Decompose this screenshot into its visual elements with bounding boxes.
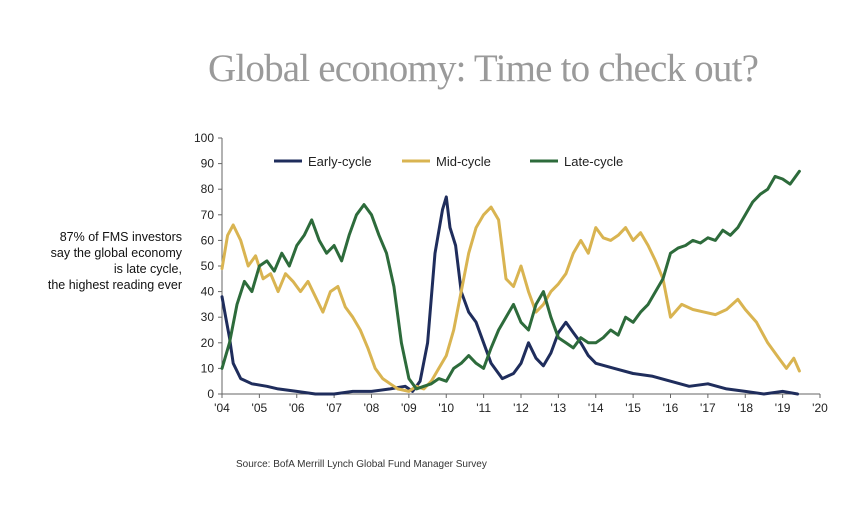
source-note: Source: BofA Merrill Lynch Global Fund M…	[236, 459, 487, 470]
chart-legend: Early-cycle Mid-cycle Late-cycle	[274, 154, 623, 169]
y-tick-label: 40	[201, 285, 215, 299]
y-tick-label: 0	[207, 387, 214, 401]
annotation-line: the highest reading ever	[47, 278, 182, 292]
y-tick-label: 20	[201, 336, 215, 350]
legend-label-late-cycle: Late-cycle	[564, 154, 623, 169]
x-tick-label: '14	[588, 401, 604, 415]
chart-series	[220, 169, 801, 396]
annotation-line: 87% of FMS investors	[59, 230, 182, 244]
page-title: Global economy: Time to check out?	[208, 47, 759, 90]
x-tick-label: '09	[401, 401, 417, 415]
chart-axes: 0 10 20 30 40 50 60 70 80 90 100 '04 '05 '06 '07 '08 '09…	[194, 131, 828, 415]
annotation-line: is late cycle,	[113, 262, 182, 276]
x-tick-label: '05	[252, 401, 268, 415]
annotation-line: say the global economy	[50, 246, 182, 260]
x-tick-label: '18	[737, 401, 753, 415]
y-tick-label: 10	[201, 361, 215, 375]
x-tick-label: '19	[775, 401, 791, 415]
x-tick-label: '20	[812, 401, 828, 415]
x-tick-label: '07	[326, 401, 342, 415]
x-tick-label: '06	[289, 401, 305, 415]
series-line-early-cycle	[220, 195, 800, 396]
x-tick-label: '16	[663, 401, 679, 415]
series-line-late-cycle	[220, 169, 801, 391]
x-tick-label: '11	[476, 401, 491, 415]
y-tick-label: 80	[201, 182, 215, 196]
x-tick-label: '17	[700, 401, 716, 415]
x-tick-label: '15	[625, 401, 641, 415]
legend-label-mid-cycle: Mid-cycle	[436, 154, 491, 169]
y-tick-label: 30	[201, 310, 215, 324]
y-tick-label: 60	[201, 233, 215, 247]
legend-label-early-cycle: Early-cycle	[308, 154, 372, 169]
y-tick-label: 100	[194, 131, 214, 145]
x-tick-label: '04	[214, 401, 230, 415]
x-tick-label: '10	[438, 401, 454, 415]
x-tick-label: '12	[513, 401, 529, 415]
y-tick-label: 50	[201, 259, 215, 273]
x-tick-label: '08	[364, 401, 380, 415]
y-tick-label: 70	[201, 208, 215, 222]
x-tick-label: '13	[551, 401, 567, 415]
annotation-note: 87% of FMS investors say the global econ…	[48, 229, 182, 293]
series-line-mid-cycle	[220, 205, 801, 393]
y-tick-label: 90	[201, 157, 215, 171]
